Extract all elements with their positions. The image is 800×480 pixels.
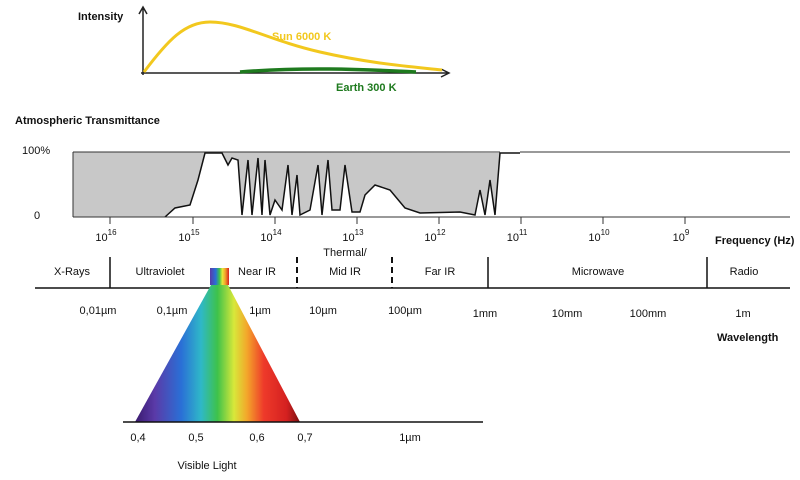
wavelength-tick: 1µm [249, 305, 271, 317]
band-label: X-Rays [54, 266, 91, 278]
tick-base: 10 [588, 232, 600, 244]
band-lines [35, 257, 790, 289]
intensity-title: Intensity [78, 11, 124, 23]
band-label: Ultraviolet [136, 266, 185, 278]
tick-base: 10 [673, 232, 685, 244]
band-label: Far IR [425, 266, 456, 278]
y-axis [138, 5, 148, 75]
band-label: Mid IR [329, 266, 361, 278]
tick-exponent: 11 [519, 228, 528, 237]
frequency-tick: 1014 [260, 228, 282, 244]
wavelength-label: Wavelength [717, 332, 779, 344]
frequency-tick: 1011 [507, 228, 528, 244]
earth-label: Earth 300 K [336, 82, 397, 94]
band-label: Microwave [572, 266, 625, 278]
visible-label: Visible Light [177, 460, 236, 472]
wavelength: 0,01µm 0,1µm 1µm 10µm 100µm 1mm 10mm 100… [80, 305, 779, 344]
visible-tick: 0,5 [188, 432, 203, 444]
band-label: Near IR [238, 266, 276, 278]
wavelength-tick: 100µm [388, 305, 422, 317]
tick-exponent: 10 [601, 228, 610, 237]
tick-base: 10 [424, 232, 436, 244]
tick-base: 10 [95, 232, 107, 244]
band-label: Radio [730, 266, 759, 278]
sun-label: Sun 6000 K [272, 31, 331, 43]
top-label: 100% [22, 145, 50, 157]
wavelength-tick: 10mm [552, 308, 583, 320]
tick-base: 10 [260, 232, 272, 244]
transmittance-title: Atmospheric Transmittance [15, 115, 160, 127]
sun-curve [142, 20, 443, 73]
bottom-label: 0 [34, 210, 40, 222]
visible-tick: 0,7 [297, 432, 312, 444]
visible-strip [210, 268, 229, 285]
wavelength-tick: 100mm [630, 308, 667, 320]
visible-light: 0,4 0,5 0,6 0,7 1µm Visible Light [123, 268, 483, 472]
tick-exponent: 13 [355, 228, 364, 237]
tick-exponent: 14 [273, 228, 282, 237]
frequency-tick: 1015 [178, 228, 200, 244]
frequency-label: Frequency (Hz) [715, 235, 795, 247]
frequency-ticks [109, 217, 686, 224]
wavelength-tick: 10µm [309, 305, 337, 317]
tick-base: 10 [507, 232, 519, 244]
tick-exponent: 15 [191, 228, 200, 237]
frequency-tick: 1013 [342, 228, 364, 244]
visible-fan [135, 285, 300, 422]
earth-curve [239, 67, 417, 74]
tick-exponent: 12 [437, 228, 446, 237]
frequency-tick: 109 [673, 228, 690, 244]
visible-tick: 1µm [399, 432, 421, 444]
tick-exponent: 16 [108, 228, 117, 237]
wavelength-tick: 1m [735, 308, 750, 320]
band-label: Thermal/ [323, 247, 367, 259]
frame [72, 151, 790, 218]
tick-base: 10 [342, 232, 354, 244]
x-axis [141, 68, 451, 78]
visible-tick: 0,4 [130, 432, 145, 444]
band-dashes [296, 257, 393, 288]
transmittance-curve [164, 152, 520, 218]
tick-exponent: 9 [685, 228, 690, 237]
absorption-area [73, 152, 500, 217]
intensity-panel: Intensity Sun 6000 K Earth 300 K [78, 5, 451, 94]
frequency-tick: 1016 [95, 228, 117, 244]
visible-tick: 0,6 [249, 432, 264, 444]
frequency-tick: 1012 [424, 228, 446, 244]
transmittance-panel: Atmospheric Transmittance 100% 0 1016 101… [15, 115, 795, 247]
frequency-labels: 1016 1015 1014 1013 1012 1011 1010 109 [95, 228, 689, 244]
tick-base: 10 [178, 232, 190, 244]
bands: X-Rays Ultraviolet Near IR Thermal/ Mid … [35, 247, 790, 289]
wavelength-tick: 1mm [473, 308, 497, 320]
frequency-tick: 1010 [588, 228, 610, 244]
wavelength-tick: 0,01µm [80, 305, 117, 317]
wavelength-tick: 0,1µm [157, 305, 188, 317]
